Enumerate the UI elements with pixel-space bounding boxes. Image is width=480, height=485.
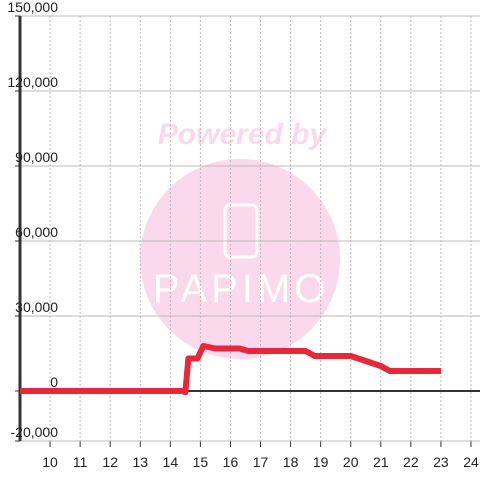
- grid: [15, 15, 480, 447]
- x-tick-label: 16: [223, 454, 239, 470]
- line-series: [20, 343, 441, 396]
- watermark: Powered by PAPIMO: [140, 118, 340, 359]
- labels: 10 11 12 13 14 15 16 17 18 19 20 21 22 23 24 -20,000 0 30…: [7, 0, 479, 470]
- watermark-circle: [140, 159, 340, 359]
- plot: [20, 343, 441, 396]
- x-tick-label: 13: [132, 454, 148, 470]
- x-tick-label: 14: [163, 454, 179, 470]
- y-tick-label: 150,000: [7, 0, 58, 15]
- x-tick-label: 11: [73, 454, 88, 470]
- x-tick-label: 23: [433, 454, 449, 470]
- x-tick-label: 18: [283, 454, 299, 470]
- watermark-phone: [223, 203, 259, 259]
- y-tick-label: 60,000: [15, 224, 58, 240]
- x-tick-label: 19: [313, 454, 329, 470]
- x-tick-label: 15: [193, 454, 209, 470]
- y-tick-label: 30,000: [15, 299, 58, 315]
- x-tick-label: 22: [403, 454, 419, 470]
- y-tick-label: 120,000: [7, 74, 58, 90]
- x-tick-label: 12: [102, 454, 118, 470]
- y-tick-label: 0: [50, 374, 58, 390]
- x-tick-label: 10: [42, 454, 58, 470]
- x-tick-label: 24: [463, 454, 479, 470]
- x-tick-label: 17: [253, 454, 269, 470]
- watermark-logo: PAPIMO: [153, 267, 330, 311]
- x-tick-label: 20: [343, 454, 359, 470]
- y-tick-label: -20,000: [11, 424, 59, 440]
- y-tick-label: 90,000: [15, 149, 58, 165]
- x-tick-label: 21: [373, 454, 389, 470]
- watermark-text: Powered by: [158, 118, 328, 151]
